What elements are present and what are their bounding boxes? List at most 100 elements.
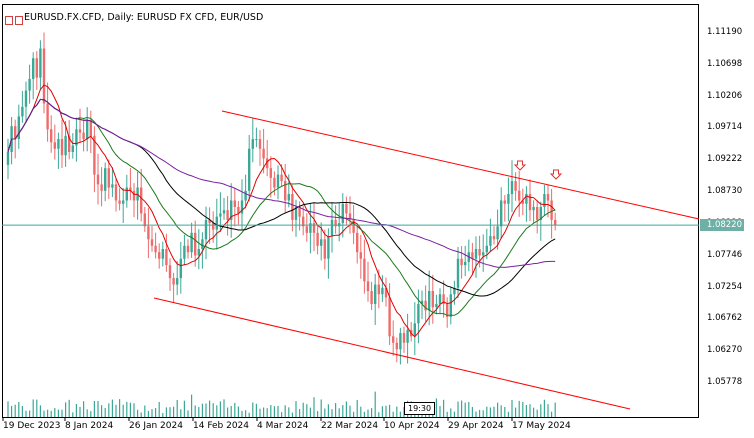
candle-body: [330, 219, 334, 237]
candle-body: [345, 203, 348, 214]
trend-channel: [153, 110, 700, 410]
volume-bar: [111, 399, 113, 417]
volume-bar: [489, 407, 491, 417]
volume-bar: [543, 399, 545, 417]
volume-bar: [281, 412, 283, 417]
candle-body: [233, 200, 236, 207]
volume-bar: [381, 406, 383, 417]
candle-body: [6, 151, 10, 165]
volume-bar: [75, 403, 77, 417]
candle-body: [363, 258, 366, 282]
volume-bar: [525, 404, 527, 417]
volume-bar: [86, 409, 88, 417]
candle-body: [240, 200, 244, 214]
volume-bar: [241, 410, 243, 417]
price-axis[interactable]: 1.11190 1.10698 1.10206 1.09714 1.09222 1.087…: [699, 0, 754, 420]
candle-body: [428, 291, 431, 311]
volume-bar: [302, 402, 304, 417]
candle-body: [402, 333, 406, 343]
volume-bar: [108, 403, 110, 417]
candle-body: [147, 226, 150, 240]
candle-body: [500, 200, 503, 227]
candle-body: [435, 303, 438, 308]
volume-bar: [248, 412, 250, 417]
candle-body: [179, 258, 182, 279]
candle-body: [50, 129, 53, 143]
candle-body: [208, 219, 211, 224]
volume-bar: [151, 409, 153, 417]
candle-body: [395, 342, 398, 350]
price-tick-label: 1.08730: [707, 186, 743, 197]
candle-body: [21, 106, 24, 117]
candle-body: [266, 158, 269, 169]
candle-body: [302, 216, 305, 227]
volume-bar: [191, 394, 193, 417]
candles: [6, 32, 557, 365]
candle-body: [518, 190, 521, 201]
candle-body: [104, 168, 107, 191]
volume-bar: [349, 405, 351, 417]
candle-body: [478, 249, 481, 256]
volume-bar: [14, 404, 16, 417]
volume-bar: [345, 401, 347, 417]
candle-body: [453, 287, 456, 295]
volume-bar: [176, 399, 178, 417]
ma-line-fast: [7, 84, 556, 338]
volume-bar: [140, 412, 142, 417]
volume-bar: [475, 411, 477, 417]
volume-bar: [57, 409, 59, 417]
candle-body: [14, 126, 17, 140]
price-tick-label: 1.07254: [707, 281, 743, 292]
channel-line-lower: [153, 297, 631, 410]
candle-body: [496, 226, 499, 240]
volume-bar: [360, 406, 362, 417]
candle-body: [114, 184, 118, 201]
candle-body: [60, 139, 64, 156]
volume-bar: [83, 401, 85, 417]
volume-bar: [165, 407, 167, 417]
candle-body: [309, 223, 312, 233]
volume-bar: [453, 411, 455, 417]
volume-bar: [515, 407, 517, 417]
candle-body: [17, 116, 20, 140]
candle-body: [525, 194, 528, 204]
volume-bar: [104, 407, 106, 417]
candle-body: [356, 232, 359, 253]
candle-body: [442, 294, 445, 304]
volume-bar: [320, 399, 322, 417]
volume-bar: [479, 409, 481, 417]
volume-bar: [216, 405, 218, 417]
candle-body: [165, 249, 168, 266]
volume-bar: [18, 402, 20, 417]
candle-body: [100, 184, 103, 191]
candle-body: [341, 203, 344, 224]
volume-bar: [335, 403, 337, 417]
candle-body: [334, 219, 337, 227]
candle-body: [460, 258, 463, 266]
volume-bar: [97, 400, 99, 417]
time-tick-label: 22 Mar 2024: [321, 421, 379, 431]
candle-body: [190, 232, 193, 253]
price-tick-label: 1.09714: [707, 122, 743, 133]
candle-body: [154, 245, 157, 253]
volume-bar: [21, 406, 23, 417]
volume-bar: [435, 398, 437, 417]
volume-bar: [198, 407, 200, 417]
volume-bar: [79, 406, 81, 417]
volume-bar: [363, 411, 365, 417]
volume-bar: [389, 404, 391, 417]
volume-bar: [252, 402, 254, 417]
volume-bar: [299, 409, 301, 417]
volume-bar: [7, 401, 9, 417]
volume-bar: [493, 406, 495, 417]
candle-body: [546, 194, 550, 201]
volume-bar: [11, 405, 13, 417]
volume-bar: [137, 409, 139, 417]
volume-bar: [471, 406, 473, 417]
candle-body: [456, 258, 460, 288]
time-axis[interactable]: 19 Dec 2023 8 Jan 2024 26 Jan 2024 14 Feb 2…: [0, 418, 699, 438]
candle-body: [482, 252, 485, 256]
volume-bar: [518, 400, 520, 417]
volume-bar: [306, 404, 308, 417]
